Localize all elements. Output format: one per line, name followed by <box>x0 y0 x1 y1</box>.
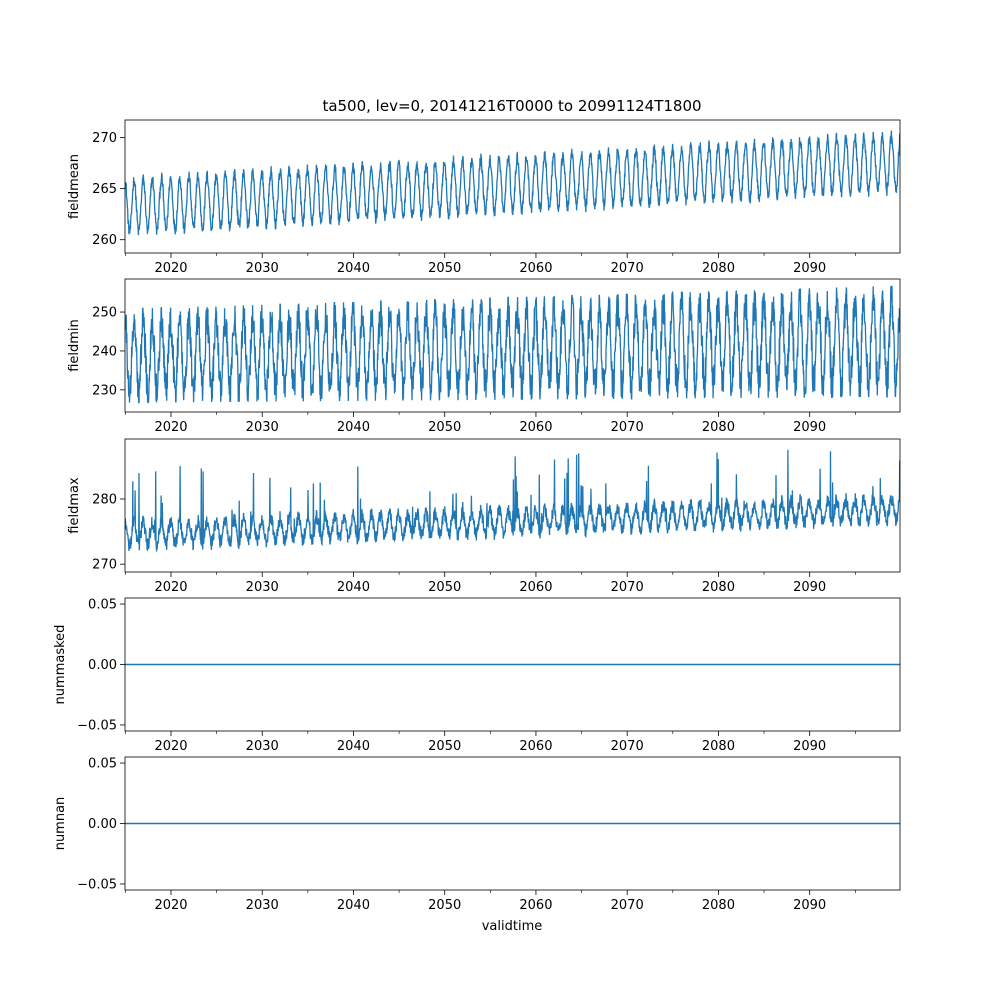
x-tick-label: 2090 <box>793 898 826 913</box>
y-tick-label: 0.00 <box>88 817 117 832</box>
x-tick-label: 2050 <box>428 580 461 595</box>
plot-frame <box>124 438 901 573</box>
x-axis-label: validtime <box>482 919 543 934</box>
x-tick-label: 2090 <box>793 739 826 754</box>
y-tick-label: −0.05 <box>77 718 117 733</box>
x-tick-label: 2040 <box>337 739 370 754</box>
y-axis-label-fieldmean: fieldmean <box>67 154 82 219</box>
y-tick-label: 230 <box>92 383 117 398</box>
x-tick-label: 2030 <box>246 898 279 913</box>
y-tick-label: −0.05 <box>77 877 117 892</box>
y-axis-label-nummasked: nummasked <box>53 625 68 705</box>
y-tick-label: 0.05 <box>88 757 117 772</box>
x-tick-label: 2050 <box>428 739 461 754</box>
x-tick-label: 2080 <box>702 261 735 276</box>
x-tick-label: 2070 <box>611 580 644 595</box>
subplots: 2020 2030 2040 2050 2060 2070 2080 2090 260 265 27… <box>53 119 901 913</box>
x-tick-label: 2040 <box>337 898 370 913</box>
series-line-fieldmin <box>125 285 900 404</box>
x-tick-label: 2060 <box>519 739 552 754</box>
x-tick-label: 2040 <box>337 261 370 276</box>
x-tick-label: 2050 <box>428 420 461 435</box>
x-tick-label: 2030 <box>246 420 279 435</box>
x-tick-label: 2020 <box>154 420 187 435</box>
x-tick-label: 2030 <box>246 739 279 754</box>
x-tick-label: 2090 <box>793 580 826 595</box>
x-tick-label: 2060 <box>519 898 552 913</box>
x-tick-label: 2050 <box>428 261 461 276</box>
x-tick-label: 2070 <box>611 261 644 276</box>
y-axis-label-fieldmin: fieldmin <box>67 319 82 372</box>
x-tick-label: 2050 <box>428 898 461 913</box>
x-tick-label: 2020 <box>154 580 187 595</box>
x-tick-label: 2080 <box>702 739 735 754</box>
x-tick-label: 2080 <box>702 898 735 913</box>
plot-frame <box>124 278 901 413</box>
y-tick-label: 240 <box>92 344 117 359</box>
x-tick-label: 2020 <box>154 261 187 276</box>
series-line-fieldmean <box>125 130 900 236</box>
x-tick-label: 2070 <box>611 420 644 435</box>
chart-title: ta500, lev=0, 20141216T0000 to 20991124T… <box>322 97 701 115</box>
x-tick-label: 2060 <box>519 420 552 435</box>
plot-frame <box>124 119 901 254</box>
subplot-fieldmax: 2020 2030 2040 2050 2060 2070 2080 2090 270 280 fi… <box>67 438 901 595</box>
y-tick-label: 250 <box>92 306 117 321</box>
x-tick-label: 2020 <box>154 739 187 754</box>
y-tick-label: 0.00 <box>88 658 117 673</box>
subplot-numnan: 2020 2030 2040 2050 2060 2070 2080 2090 −0.05 0.0… <box>53 757 901 913</box>
x-tick-label: 2070 <box>611 898 644 913</box>
y-tick-label: 0.05 <box>88 598 117 613</box>
y-tick-label: 260 <box>92 233 117 248</box>
series-line-fieldmax <box>125 449 900 552</box>
x-tick-label: 2040 <box>337 580 370 595</box>
subplot-nummasked: 2020 2030 2040 2050 2060 2070 2080 2090 −0.05 0.0… <box>53 598 901 754</box>
x-tick-label: 2090 <box>793 420 826 435</box>
x-tick-label: 2090 <box>793 261 826 276</box>
x-tick-label: 2080 <box>702 580 735 595</box>
x-tick-label: 2020 <box>154 898 187 913</box>
y-axis-label-fieldmax: fieldmax <box>67 477 82 534</box>
x-tick-label: 2060 <box>519 261 552 276</box>
subplot-fieldmean: 2020 2030 2040 2050 2060 2070 2080 2090 260 265 27… <box>67 119 901 276</box>
subplot-fieldmin: 2020 2030 2040 2050 2060 2070 2080 2090 230 240 25… <box>67 278 901 435</box>
y-tick-label: 270 <box>92 558 117 573</box>
y-tick-label: 280 <box>92 492 117 507</box>
y-axis-label-numnan: numnan <box>53 797 68 851</box>
x-tick-label: 2030 <box>246 261 279 276</box>
y-tick-label: 265 <box>92 182 117 197</box>
x-tick-label: 2030 <box>246 580 279 595</box>
x-tick-label: 2070 <box>611 739 644 754</box>
x-tick-label: 2060 <box>519 580 552 595</box>
x-tick-label: 2080 <box>702 420 735 435</box>
y-tick-label: 270 <box>92 131 117 146</box>
x-tick-label: 2040 <box>337 420 370 435</box>
